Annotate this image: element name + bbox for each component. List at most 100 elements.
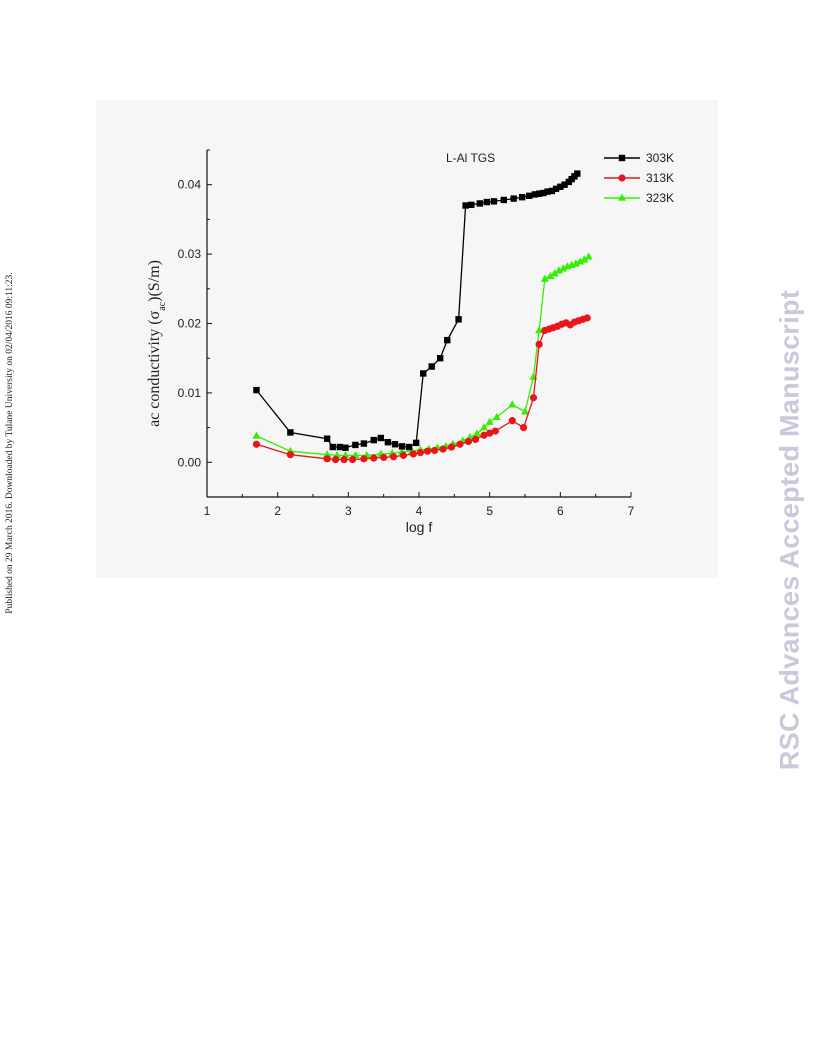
x-tick-label: 4 <box>416 504 423 518</box>
data-point <box>574 170 581 177</box>
y-tick-label: 0.03 <box>178 247 202 261</box>
data-point <box>348 455 357 464</box>
data-point <box>535 340 543 348</box>
data-point <box>384 438 392 446</box>
legend-marker <box>618 193 626 201</box>
legend-item-303K: 303K <box>604 151 674 165</box>
data-point <box>480 431 488 439</box>
series-313K <box>252 314 591 464</box>
data-point <box>370 436 377 444</box>
figure-panel: 1 2 3 4 5 6 7 0.00 0.01 0.02 0.03 0.04 L-Al TGS 303… <box>96 100 718 578</box>
data-point <box>439 445 447 453</box>
x-axis-label: log f <box>406 519 433 535</box>
data-point <box>286 451 294 459</box>
data-point <box>360 440 368 447</box>
data-point <box>416 448 425 457</box>
legend-item-313K: 313K <box>604 171 674 185</box>
legend-label: 313K <box>646 171 674 185</box>
data-point <box>420 370 427 377</box>
data-point <box>486 429 494 437</box>
publication-note-text: Published on 29 March 2016. Downloaded b… <box>5 271 15 614</box>
data-point <box>508 400 517 408</box>
data-point <box>468 201 475 209</box>
data-point <box>552 185 560 193</box>
watermark-text: RSC Advances Accepted Manuscript <box>774 289 805 771</box>
data-point <box>336 443 344 451</box>
data-point <box>380 453 388 462</box>
chart-axes: 1 2 3 4 5 6 7 0.00 0.01 0.02 0.03 0.04 <box>178 149 635 518</box>
data-point <box>252 440 261 448</box>
y-tick-label: 0.01 <box>178 386 202 400</box>
legend-item-323K: 323K <box>604 191 674 205</box>
data-point <box>329 443 336 451</box>
data-point <box>389 453 398 461</box>
data-point <box>548 187 556 195</box>
data-point <box>352 441 359 449</box>
data-point <box>531 191 539 198</box>
data-point <box>391 441 399 448</box>
legend-label: 323K <box>646 191 674 205</box>
conductivity-chart: 1 2 3 4 5 6 7 0.00 0.01 0.02 0.03 0.04 L-Al TGS 303… <box>146 149 674 535</box>
data-point <box>561 181 568 188</box>
y-tick-label: 0.00 <box>178 455 202 469</box>
data-point <box>399 451 408 459</box>
data-point <box>447 443 456 451</box>
y-axis-label-sub: ac <box>157 301 168 310</box>
data-point <box>518 193 526 201</box>
data-point <box>510 195 517 202</box>
publication-note: Published on 29 March 2016. Downloaded b… <box>3 250 17 635</box>
data-point <box>521 407 529 415</box>
data-point <box>455 316 462 323</box>
x-tick-label: 2 <box>274 504 281 518</box>
data-point <box>471 435 480 443</box>
data-point <box>456 440 464 448</box>
data-point <box>472 429 481 437</box>
legend-marker <box>618 174 626 182</box>
data-point <box>377 434 385 442</box>
data-point <box>430 446 439 455</box>
data-point <box>444 336 451 344</box>
data-point <box>405 443 413 451</box>
data-point <box>253 386 260 394</box>
x-tick-label: 1 <box>204 504 211 518</box>
chart-legend: 303K 313K 323K <box>604 151 674 205</box>
data-point <box>576 257 585 265</box>
x-tick-label: 3 <box>345 504 352 518</box>
y-axis-label-main: ac conductivity (σ <box>146 310 163 427</box>
y-tick-label: 0.04 <box>178 178 202 192</box>
series-line <box>256 256 589 457</box>
data-point <box>540 274 549 282</box>
data-point <box>529 394 538 402</box>
manuscript-watermark: RSC Advances Accepted Manuscript <box>768 250 812 810</box>
data-point <box>323 450 332 458</box>
data-point <box>409 450 417 458</box>
y-axis-label-tail: )(S/m) <box>146 260 163 302</box>
data-point <box>580 255 589 263</box>
data-point <box>500 196 507 204</box>
data-point <box>491 427 499 435</box>
data-point <box>508 417 516 425</box>
data-point <box>423 447 432 455</box>
data-point <box>546 271 555 280</box>
series-layer <box>252 170 593 464</box>
series-303K <box>253 170 581 451</box>
data-point <box>550 269 559 277</box>
data-point <box>519 424 528 432</box>
data-point <box>480 423 489 431</box>
data-point <box>370 454 378 462</box>
y-tick-label: 0.02 <box>178 317 202 331</box>
data-point <box>287 429 294 436</box>
data-point <box>476 200 483 207</box>
data-point <box>342 444 349 451</box>
data-point <box>490 198 498 205</box>
data-point <box>540 189 547 197</box>
legend-label: 303K <box>646 151 674 165</box>
legend-marker <box>618 154 626 162</box>
data-point <box>340 455 348 464</box>
data-point <box>252 431 261 439</box>
x-tick-label: 5 <box>486 504 493 518</box>
data-point <box>464 437 473 446</box>
chart-annotation: L-Al TGS <box>446 151 495 165</box>
data-point <box>554 266 563 274</box>
data-point <box>437 355 444 362</box>
